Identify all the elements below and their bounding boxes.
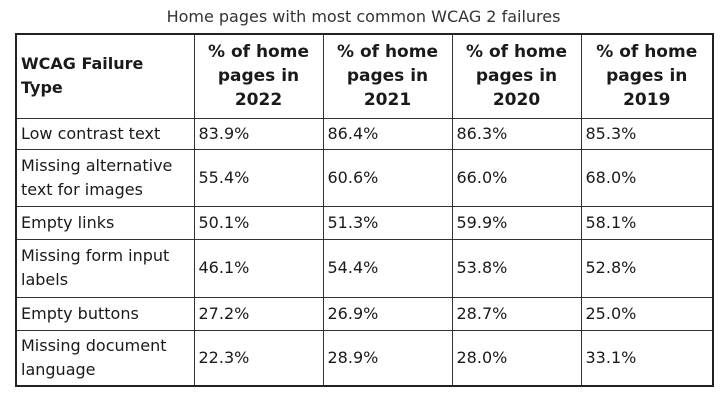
failure-type-cell: Missing document language	[15, 329, 195, 387]
failure-type-cell: Empty links	[15, 205, 195, 240]
column-header: % of home pages in 2020	[451, 33, 582, 119]
failure-type-cell: Low contrast text	[15, 117, 195, 150]
value-cell: 59.9%	[451, 205, 582, 240]
value-cell: 66.0%	[451, 148, 582, 207]
table-row: Missing form input labels 46.1% 54.4% 53…	[15, 238, 714, 298]
value-cell: 25.0%	[580, 296, 714, 331]
wcag-failures-table: WCAG Failure Type % of home pages in 202…	[15, 33, 714, 387]
header-row: WCAG Failure Type % of home pages in 202…	[15, 33, 714, 119]
value-cell: 28.9%	[322, 329, 453, 387]
table-row: Empty buttons 27.2% 26.9% 28.7% 25.0%	[15, 296, 714, 331]
value-cell: 51.3%	[322, 205, 453, 240]
table-row: Missing alternative text for images 55.4…	[15, 148, 714, 207]
failure-type-cell: Missing alternative text for images	[15, 148, 195, 207]
table-row: Low contrast text 83.9% 86.4% 86.3% 85.3…	[15, 117, 714, 150]
value-cell: 33.1%	[580, 329, 714, 387]
value-cell: 22.3%	[193, 329, 324, 387]
value-cell: 52.8%	[580, 238, 714, 298]
value-cell: 85.3%	[580, 117, 714, 150]
value-cell: 58.1%	[580, 205, 714, 240]
table-caption: Home pages with most common WCAG 2 failu…	[166, 7, 561, 26]
table-row: Missing document language 22.3% 28.9% 28…	[15, 329, 714, 387]
value-cell: 55.4%	[193, 148, 324, 207]
value-cell: 27.2%	[193, 296, 324, 331]
table-row: Empty links 50.1% 51.3% 59.9% 58.1%	[15, 205, 714, 240]
value-cell: 46.1%	[193, 238, 324, 298]
value-cell: 60.6%	[322, 148, 453, 207]
value-cell: 54.4%	[322, 238, 453, 298]
value-cell: 68.0%	[580, 148, 714, 207]
column-header: WCAG Failure Type	[15, 33, 195, 119]
failure-type-cell: Empty buttons	[15, 296, 195, 331]
value-cell: 28.0%	[451, 329, 582, 387]
value-cell: 28.7%	[451, 296, 582, 331]
value-cell: 26.9%	[322, 296, 453, 331]
value-cell: 53.8%	[451, 238, 582, 298]
value-cell: 50.1%	[193, 205, 324, 240]
column-header: % of home pages in 2022	[193, 33, 324, 119]
column-header: % of home pages in 2019	[580, 33, 714, 119]
value-cell: 86.3%	[451, 117, 582, 150]
failure-type-cell: Missing form input labels	[15, 238, 195, 298]
value-cell: 83.9%	[193, 117, 324, 150]
value-cell: 86.4%	[322, 117, 453, 150]
column-header: % of home pages in 2021	[322, 33, 453, 119]
